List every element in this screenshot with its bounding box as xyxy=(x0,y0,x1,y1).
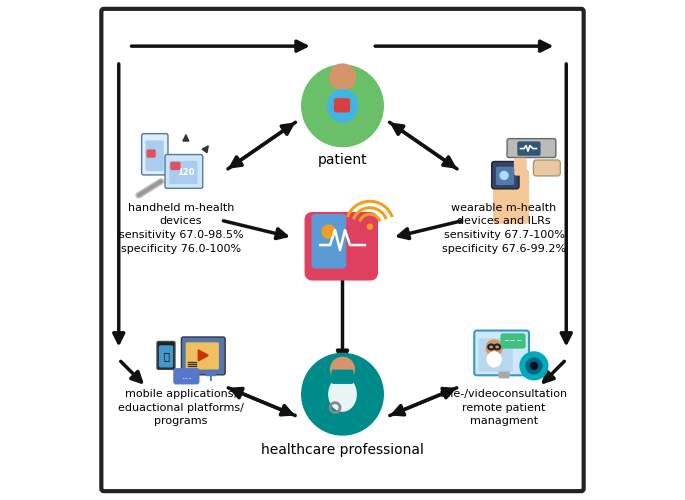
FancyBboxPatch shape xyxy=(474,330,529,376)
Text: wearable m-health
devices and ILRs
sensitivity 67.7-100%
specificity 67.6-99.2%: wearable m-health devices and ILRs sensi… xyxy=(442,203,566,254)
Circle shape xyxy=(486,340,502,356)
Circle shape xyxy=(500,172,508,179)
FancyBboxPatch shape xyxy=(534,160,560,176)
FancyBboxPatch shape xyxy=(514,158,526,175)
Circle shape xyxy=(329,64,356,90)
FancyBboxPatch shape xyxy=(182,337,225,375)
Ellipse shape xyxy=(487,352,501,367)
Circle shape xyxy=(526,358,542,374)
FancyBboxPatch shape xyxy=(306,212,377,280)
Text: ...: ... xyxy=(182,372,192,382)
Circle shape xyxy=(301,65,384,146)
FancyBboxPatch shape xyxy=(147,150,155,157)
FancyBboxPatch shape xyxy=(157,342,175,369)
Polygon shape xyxy=(198,350,208,361)
FancyBboxPatch shape xyxy=(142,134,168,175)
Text: +: + xyxy=(203,368,216,386)
FancyBboxPatch shape xyxy=(171,162,180,170)
FancyBboxPatch shape xyxy=(479,339,512,371)
Text: ─ ─ ─: ─ ─ ─ xyxy=(504,338,522,344)
Circle shape xyxy=(331,358,354,382)
FancyBboxPatch shape xyxy=(497,168,514,184)
Circle shape xyxy=(301,354,384,435)
FancyBboxPatch shape xyxy=(146,141,163,171)
Ellipse shape xyxy=(329,378,356,411)
Text: patient: patient xyxy=(318,152,367,166)
Text: 🎓: 🎓 xyxy=(163,352,169,362)
FancyBboxPatch shape xyxy=(501,334,525,348)
Circle shape xyxy=(530,362,538,370)
FancyBboxPatch shape xyxy=(494,170,528,223)
Circle shape xyxy=(322,225,335,238)
FancyBboxPatch shape xyxy=(499,370,509,378)
FancyBboxPatch shape xyxy=(170,162,197,184)
Text: healthcare professional: healthcare professional xyxy=(261,443,424,457)
Circle shape xyxy=(520,352,548,380)
FancyBboxPatch shape xyxy=(334,99,349,112)
Text: tele-/videoconsultation
remote patient
managment: tele-/videoconsultation remote patient m… xyxy=(440,389,568,426)
Text: handheld m-health
devices
sensitivity 67.0-98.5%
specificity 76.0-100%: handheld m-health devices sensitivity 67… xyxy=(119,203,243,254)
Circle shape xyxy=(367,224,373,229)
FancyBboxPatch shape xyxy=(186,343,219,369)
FancyBboxPatch shape xyxy=(312,214,345,268)
FancyBboxPatch shape xyxy=(518,142,540,155)
Text: mobile applications,
eduactional platforms/
programs: mobile applications, eduactional platfor… xyxy=(118,389,244,426)
FancyBboxPatch shape xyxy=(174,369,199,384)
FancyBboxPatch shape xyxy=(101,9,584,491)
Text: 120: 120 xyxy=(177,168,195,177)
FancyBboxPatch shape xyxy=(507,138,556,158)
Ellipse shape xyxy=(327,90,358,122)
FancyBboxPatch shape xyxy=(492,162,519,189)
FancyBboxPatch shape xyxy=(165,154,203,188)
FancyBboxPatch shape xyxy=(160,346,173,367)
FancyBboxPatch shape xyxy=(332,370,353,384)
